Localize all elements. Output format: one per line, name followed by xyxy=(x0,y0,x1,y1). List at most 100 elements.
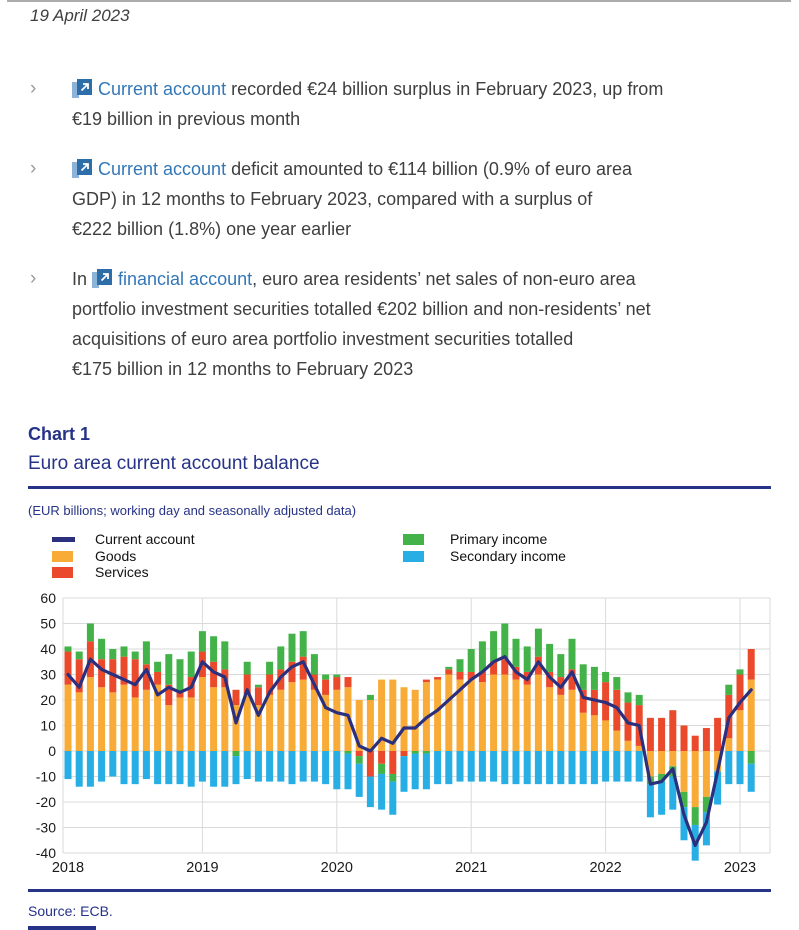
bar-segment xyxy=(322,674,330,680)
bar-segment xyxy=(109,751,117,777)
bar-segment xyxy=(658,773,666,782)
bar-segment xyxy=(86,623,94,642)
bar-segment xyxy=(198,677,206,751)
bar-segment xyxy=(501,623,509,660)
bar-segment xyxy=(109,692,117,751)
bar-segment xyxy=(64,751,72,780)
bar-segment xyxy=(120,656,128,685)
bar-segment xyxy=(523,684,531,751)
bar-segment xyxy=(411,751,419,754)
bar-segment xyxy=(434,679,442,751)
legend-label: Goods xyxy=(95,547,137,564)
legend-swatch-primary-income xyxy=(403,534,424,545)
bar-segment xyxy=(456,659,464,672)
y-tick-label: 10 xyxy=(40,718,56,734)
bar-segment xyxy=(411,753,419,790)
bar-segment xyxy=(165,705,173,751)
bar-segment xyxy=(400,751,408,757)
bar-segment xyxy=(210,687,218,751)
bar-segment xyxy=(378,679,386,751)
bar-segment xyxy=(646,751,654,777)
bar-segment xyxy=(702,812,710,846)
bar-segment xyxy=(198,751,206,782)
bar-segment xyxy=(75,751,83,787)
bar-segment xyxy=(232,751,240,757)
y-tick-label: -20 xyxy=(36,794,56,810)
current-account-line xyxy=(66,655,753,847)
chart-number-label: Chart 1 xyxy=(28,424,91,444)
legend-label: Secondary income xyxy=(450,547,566,564)
bar-segment xyxy=(366,700,374,751)
bar-segment xyxy=(333,674,341,678)
bar-segment xyxy=(98,659,106,688)
bar-segment xyxy=(590,751,598,785)
bar-segment xyxy=(501,659,509,675)
legend-swatch-services xyxy=(52,567,73,578)
bar-segment xyxy=(254,751,262,782)
y-tick-label: 30 xyxy=(40,667,56,683)
bar-segment xyxy=(702,728,710,751)
bar-segment xyxy=(266,674,274,695)
bar-segment xyxy=(445,669,453,675)
y-tick-label: -10 xyxy=(36,769,56,785)
bar-segment xyxy=(355,751,363,757)
bar-segment xyxy=(75,651,83,660)
bar-segment xyxy=(322,679,330,695)
x-year-label: 2018 xyxy=(52,860,84,876)
y-tick-label: 50 xyxy=(40,616,56,632)
bar-segment xyxy=(176,697,184,751)
y-tick-label: 20 xyxy=(40,692,56,708)
inline-link[interactable]: financial account xyxy=(92,269,252,289)
bar-segment xyxy=(154,661,162,672)
bar-segment xyxy=(98,638,106,660)
bar-segment xyxy=(131,651,139,660)
bullet-text: Current account deficit amounted to €114… xyxy=(72,159,633,239)
bar-segment xyxy=(602,720,610,751)
bar-segment xyxy=(557,751,565,785)
bar-segment xyxy=(366,751,374,777)
bar-segment xyxy=(64,684,72,751)
bar-segment xyxy=(702,796,710,813)
bar-segment xyxy=(310,751,318,782)
bar-segment xyxy=(669,710,677,751)
bar-segment xyxy=(344,753,352,790)
bar-segment xyxy=(131,697,139,751)
bar-segment xyxy=(725,684,733,695)
bar-segment xyxy=(445,751,453,785)
bar-segment xyxy=(512,638,520,667)
bar-segment xyxy=(736,751,744,785)
bar-segment xyxy=(165,684,173,706)
bar-segment xyxy=(579,689,587,713)
external-link-icon xyxy=(72,159,92,178)
bar-segment xyxy=(478,682,486,751)
legend-label: Current account xyxy=(95,531,195,547)
bar-segment xyxy=(624,692,632,703)
bar-segment xyxy=(98,687,106,751)
bar-segment xyxy=(736,669,744,675)
chart-top-rule xyxy=(28,486,771,489)
bar-segment xyxy=(142,751,150,780)
bar-segment xyxy=(691,735,699,751)
bar-segment xyxy=(232,689,240,706)
bar-segment xyxy=(86,751,94,787)
bar-segment xyxy=(389,781,397,815)
bar-segment xyxy=(221,751,229,787)
bar-segment xyxy=(75,692,83,751)
bar-segment xyxy=(131,659,139,698)
bullet-item: › Current account deficit amounted to €11… xyxy=(30,154,754,244)
inline-link[interactable]: Current account xyxy=(72,79,226,99)
y-tick-label: 40 xyxy=(40,641,56,657)
inline-link[interactable]: Current account xyxy=(72,159,226,179)
bar-segment xyxy=(299,656,307,680)
bar-segment xyxy=(534,656,542,675)
bar-segment xyxy=(456,679,464,751)
bar-segment xyxy=(602,671,610,683)
bar-segment xyxy=(613,677,621,690)
bar-segment xyxy=(120,646,128,657)
bar-segment xyxy=(277,646,285,670)
bar-segment xyxy=(120,684,128,751)
bar-segment xyxy=(512,679,520,751)
bar-segment xyxy=(254,687,262,706)
legend-swatch-secondary-income xyxy=(403,550,424,562)
bar-segment xyxy=(635,694,643,706)
